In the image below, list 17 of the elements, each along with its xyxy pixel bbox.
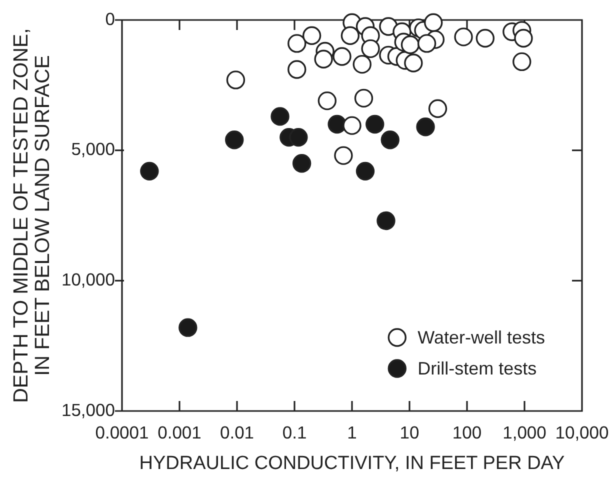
legend-label: Water-well tests (418, 327, 546, 348)
x-tick-label: 0.1 (282, 422, 307, 442)
y-tick-label: 0 (105, 8, 116, 29)
legend-label: Drill-stem tests (418, 358, 537, 378)
x-tick-label: 1 (347, 422, 357, 442)
x-tick-label: 10,000 (555, 422, 609, 442)
y-tick-label: 10,000 (61, 269, 116, 290)
x-axis-title: HYDRAULIC CONDUCTIVITY, IN FEET PER DAY (139, 452, 566, 474)
y-axis-title: DEPTH TO MIDDLE OF TESTED ZONE, IN FEET BELOW LAND SURFACE (9, 28, 54, 403)
x-tick-label: 10 (400, 422, 420, 442)
x-tick-label: 0.01 (220, 422, 254, 442)
x-tick-label: 1,000 (502, 422, 547, 442)
x-tick-label: 0.001 (158, 422, 202, 442)
y-tick-label: 5,000 (71, 139, 116, 160)
x-tick-label: 0.0001 (95, 422, 149, 442)
x-tick-label: 100 (452, 422, 482, 442)
y-tick-label: 15,000 (61, 400, 116, 420)
